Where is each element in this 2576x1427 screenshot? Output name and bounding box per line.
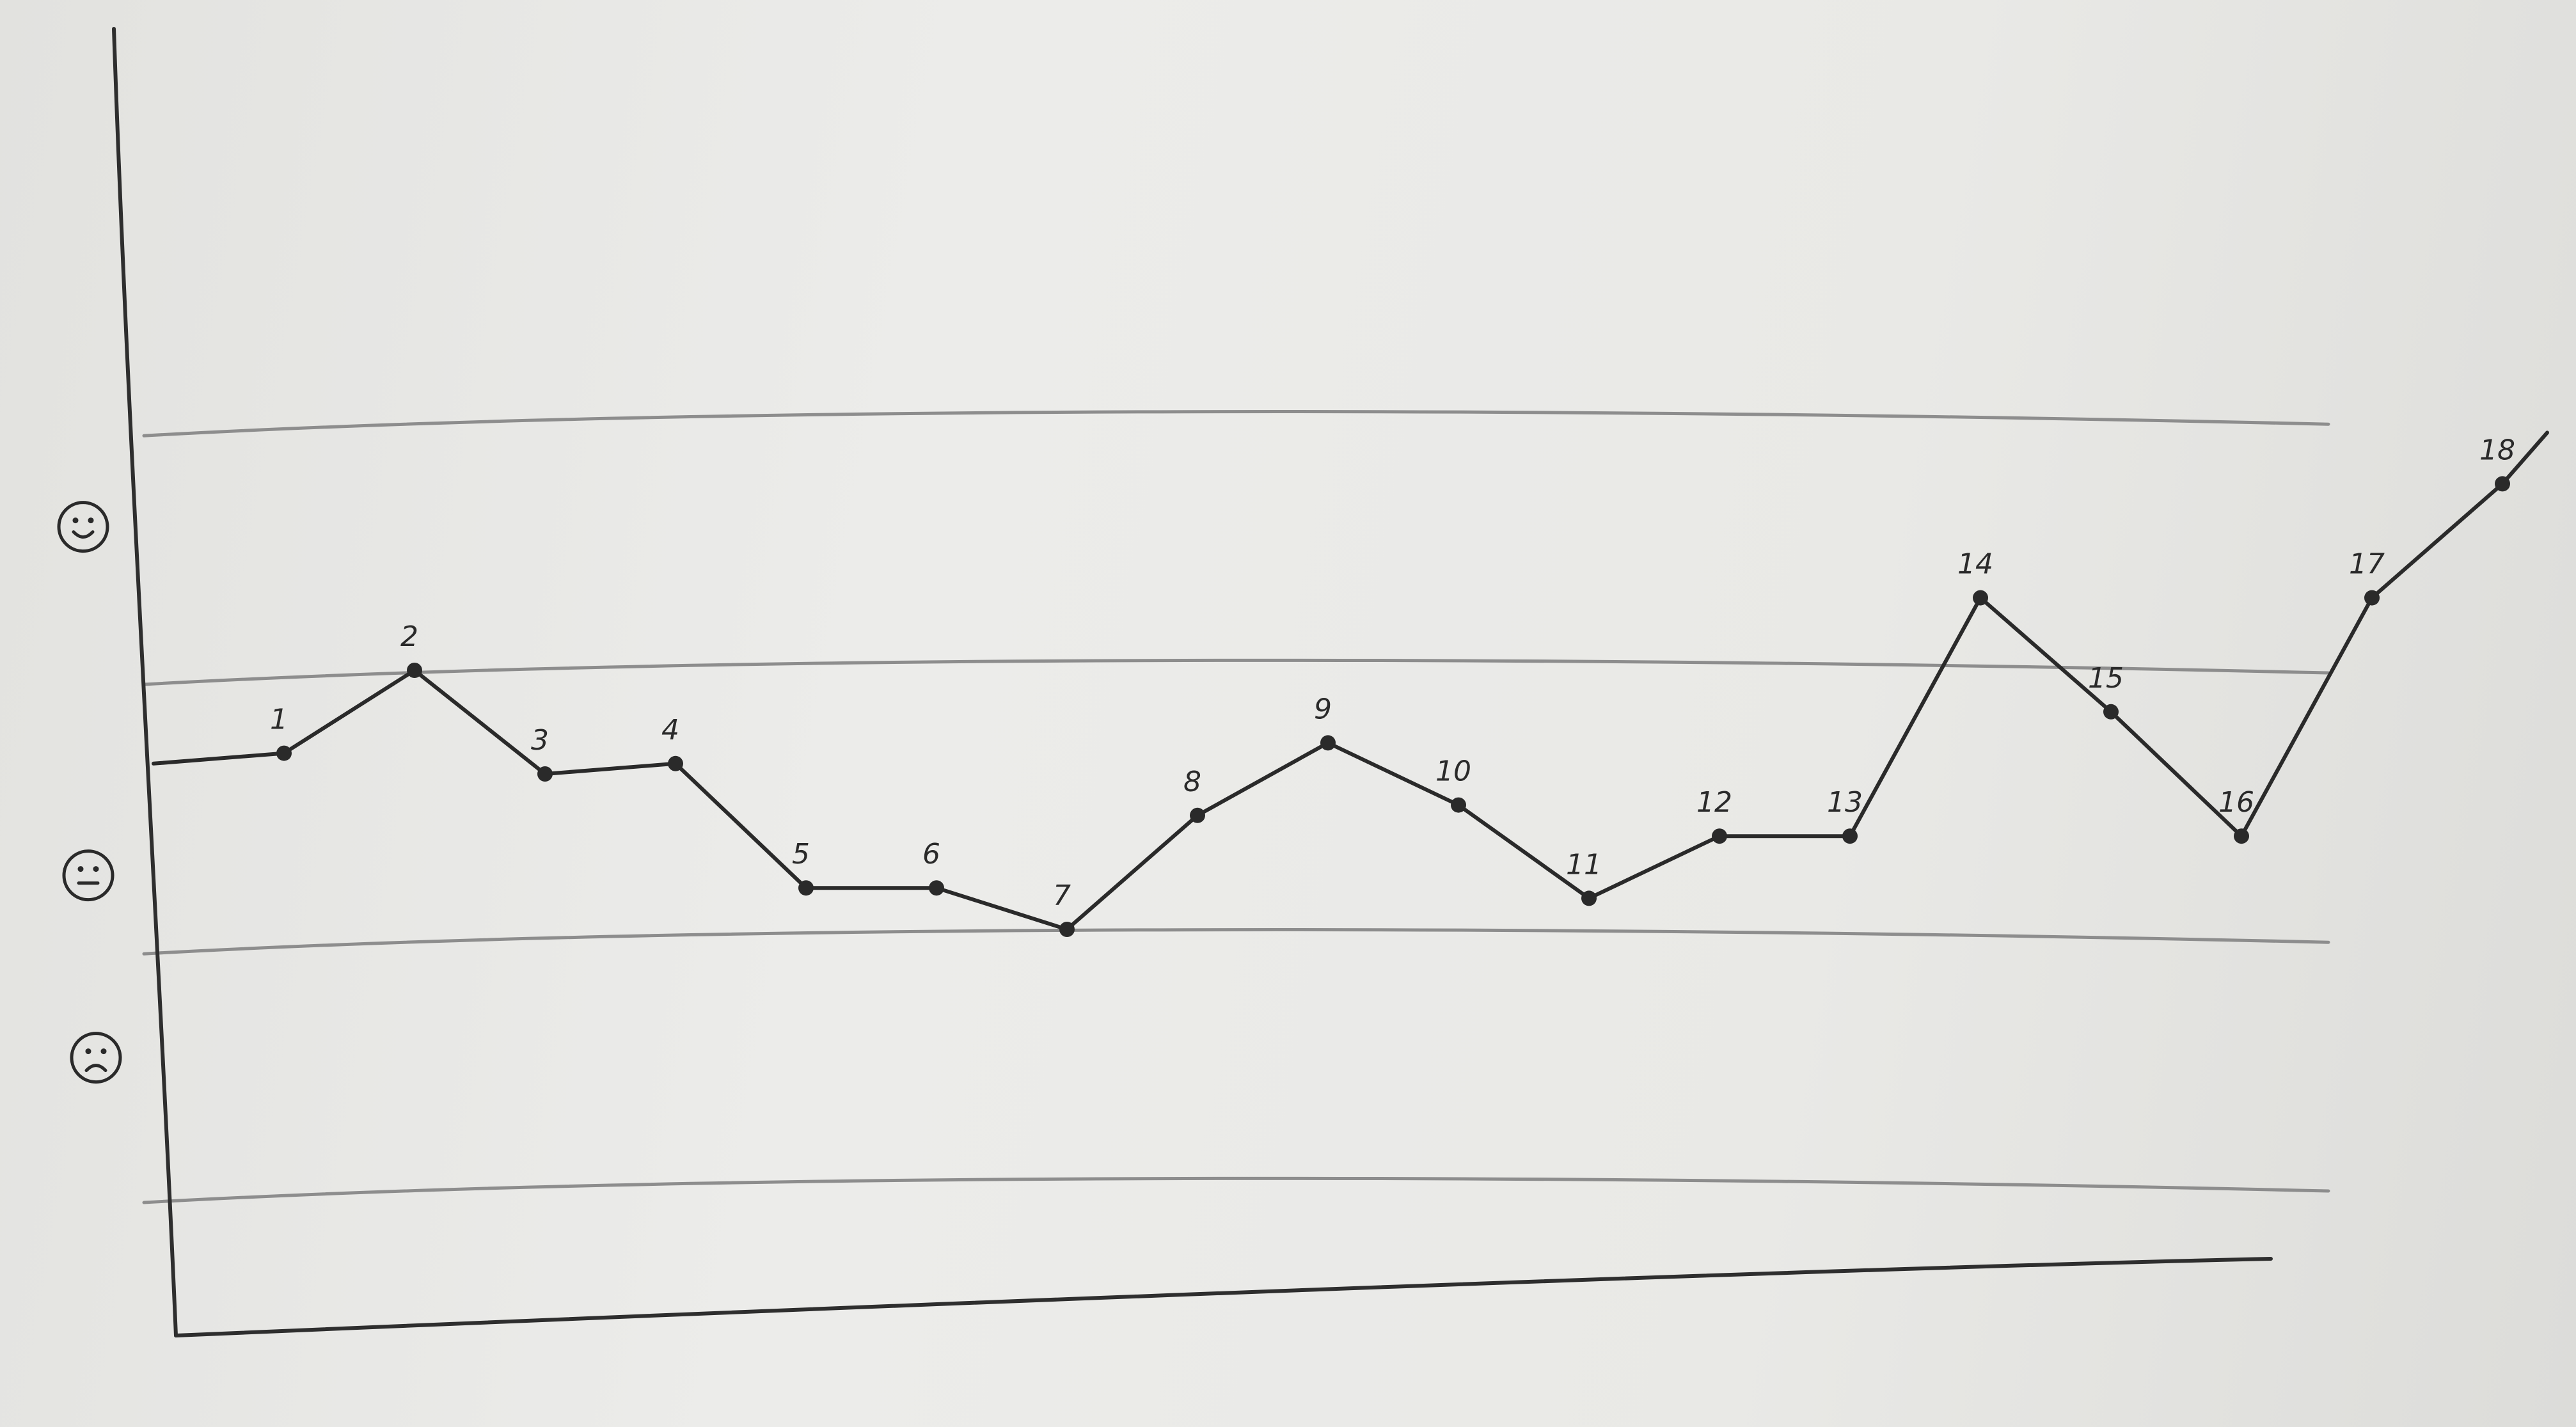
point-label: 10 [1435,755,1471,788]
mood-zone-line [142,410,2330,438]
face-right-eye [100,1048,107,1055]
face-outline [62,849,115,902]
point-label: 5 [792,838,810,871]
mood-zone-line [142,1176,2330,1204]
chart-axes [112,27,2273,1337]
face-mouth [84,1064,107,1073]
data-point [929,880,944,896]
data-point [1320,735,1336,751]
point-label: 7 [1053,879,1071,912]
face-outline [70,1032,122,1084]
data-points [276,476,2510,937]
mood-zone-line [142,928,2330,956]
data-point [276,745,292,761]
data-point [2495,476,2510,492]
data-point [798,880,814,896]
mood-zone-lines [142,410,2330,1204]
mood-series-line [152,430,2549,931]
data-point [1712,828,1727,844]
data-point [537,766,553,782]
y-axis-mood-icons [57,501,122,1084]
point-label: 18 [2479,434,2515,466]
happy-face-icon [57,501,109,553]
data-point [1842,828,1858,844]
point-label: 4 [661,714,679,746]
face-right-eye [93,866,99,872]
data-point [2234,828,2249,844]
data-point [1190,807,1205,823]
point-label: 3 [531,724,549,757]
face-left-eye [72,517,79,524]
face-left-eye [85,1048,91,1055]
point-label: 11 [1566,848,1602,881]
point-label: 9 [1314,693,1332,725]
face-right-eye [88,517,94,524]
face-outline [57,501,109,553]
data-point [1059,922,1075,937]
data-point [1581,890,1597,906]
data-point [668,755,683,771]
point-label: 8 [1183,766,1201,798]
point-label: 17 [2349,548,2385,581]
point-label: 6 [922,838,940,871]
data-point [1451,797,1466,813]
data-point [2364,590,2380,606]
data-point [407,663,422,678]
point-label: 2 [400,620,418,653]
point-label: 15 [2088,662,2124,695]
y-axis-line [112,27,178,1337]
data-point [1973,590,1988,606]
neutral-face-icon [62,849,115,902]
mood-zone-line [142,658,2330,686]
face-left-eye [77,866,84,872]
point-label: 12 [1696,786,1732,819]
point-label: 14 [1957,548,1993,581]
point-label: 13 [1827,786,1863,819]
point-label: 16 [2218,786,2254,819]
face-mouth [72,530,95,539]
x-axis-line [174,1257,2273,1337]
sad-face-icon [70,1032,122,1084]
mood-series [152,430,2549,931]
data-point [2103,704,2119,720]
point-label: 1 [270,704,288,736]
